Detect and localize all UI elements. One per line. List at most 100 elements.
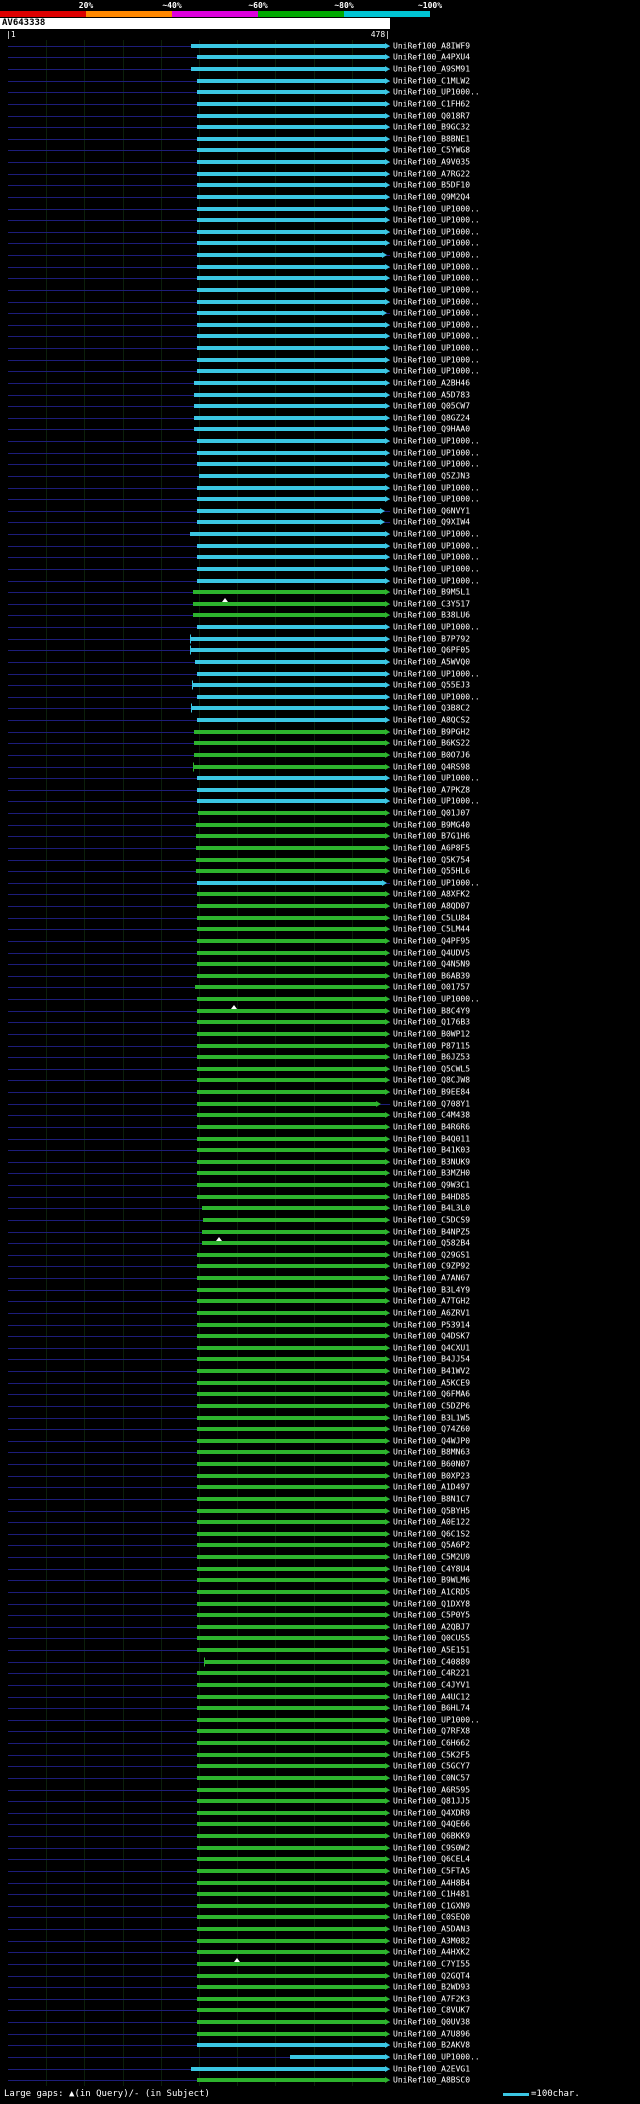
hit-alignment-bar[interactable] bbox=[196, 1147, 391, 1154]
hit-label[interactable]: UniRef100_B2AKV8 bbox=[393, 2040, 471, 2050]
hit-alignment-bar[interactable] bbox=[196, 1077, 391, 1084]
hit-label[interactable]: UniRef100_B8MN63 bbox=[393, 1447, 471, 1457]
hit-alignment-bar[interactable] bbox=[196, 112, 391, 119]
hit-label[interactable]: UniRef100_B4R6R6 bbox=[393, 1122, 471, 1132]
hit-label[interactable]: UniRef100_C3Y517 bbox=[393, 599, 471, 609]
hit-label[interactable]: UniRef100_Q4UDV5 bbox=[393, 948, 471, 958]
hit-label[interactable]: UniRef100_A5D783 bbox=[393, 390, 471, 400]
hit-alignment-bar[interactable] bbox=[196, 193, 391, 200]
hit-alignment-bar[interactable] bbox=[196, 1004, 391, 1014]
hit-alignment-bar[interactable] bbox=[196, 926, 391, 933]
hit-alignment-bar[interactable] bbox=[192, 612, 391, 619]
hit-label[interactable]: UniRef100_C4M438 bbox=[393, 1110, 471, 1120]
hit-label[interactable]: UniRef100_C8VUK7 bbox=[393, 2005, 471, 2015]
hit-label[interactable]: UniRef100_A2QBJ7 bbox=[393, 1622, 471, 1632]
hit-alignment-bar[interactable] bbox=[196, 1926, 391, 1933]
hit-alignment-bar[interactable] bbox=[196, 1600, 391, 1607]
hit-label[interactable]: UniRef100_A1D497 bbox=[393, 1482, 471, 1492]
hit-alignment-bar[interactable] bbox=[196, 1019, 391, 1026]
hit-label[interactable]: UniRef100_Q4CXU1 bbox=[393, 1343, 471, 1353]
hit-label[interactable]: UniRef100_Q6FMA6 bbox=[393, 1389, 471, 1399]
hit-alignment-bar[interactable] bbox=[196, 1123, 391, 1130]
hit-label[interactable]: UniRef100_Q01J07 bbox=[393, 808, 471, 818]
hit-alignment-bar[interactable] bbox=[196, 1774, 391, 1781]
hit-alignment-bar[interactable] bbox=[196, 961, 391, 968]
hit-label[interactable]: UniRef100_Q8GZ24 bbox=[393, 413, 471, 423]
hit-label[interactable]: UniRef100_Q6PF05 bbox=[393, 645, 471, 655]
hit-alignment-bar[interactable] bbox=[196, 670, 391, 677]
hit-label[interactable]: UniRef100_Q6CEL4 bbox=[393, 1854, 471, 1864]
hit-label[interactable]: UniRef100_B6HL74 bbox=[393, 1703, 471, 1713]
hit-label[interactable]: UniRef100_UP1000.. bbox=[393, 285, 480, 295]
hit-label[interactable]: UniRef100_Q5CWL5 bbox=[393, 1064, 471, 1074]
hit-alignment-bar[interactable] bbox=[192, 597, 391, 607]
hit-label[interactable]: UniRef100_B8C4Y9 bbox=[393, 1006, 471, 1016]
hit-alignment-bar[interactable] bbox=[196, 461, 391, 468]
hit-alignment-bar[interactable] bbox=[193, 728, 391, 735]
hit-label[interactable]: UniRef100_UP1000.. bbox=[393, 215, 480, 225]
hit-label[interactable]: UniRef100_Q6BKK9 bbox=[393, 1831, 471, 1841]
hit-label[interactable]: UniRef100_Q582B4 bbox=[393, 1238, 471, 1248]
hit-label[interactable]: UniRef100_UP1000.. bbox=[393, 238, 480, 248]
hit-label[interactable]: UniRef100_UP1000.. bbox=[393, 320, 480, 330]
hit-alignment-bar[interactable] bbox=[196, 1100, 381, 1107]
hit-label[interactable]: UniRef100_A7AN67 bbox=[393, 1273, 471, 1283]
hit-alignment-bar[interactable] bbox=[204, 1657, 391, 1667]
hit-label[interactable]: UniRef100_B3NUK9 bbox=[393, 1157, 471, 1167]
hit-label[interactable]: UniRef100_A4UC12 bbox=[393, 1692, 471, 1702]
hit-label[interactable]: UniRef100_UP1000.. bbox=[393, 483, 480, 493]
hit-label[interactable]: UniRef100_B8BNE1 bbox=[393, 134, 471, 144]
hit-alignment-bar[interactable] bbox=[196, 1588, 391, 1595]
hit-label[interactable]: UniRef100_A9SM91 bbox=[393, 64, 471, 74]
hit-label[interactable]: UniRef100_A7U896 bbox=[393, 2029, 471, 2039]
hit-alignment-bar[interactable] bbox=[196, 1740, 391, 1747]
hit-label[interactable]: UniRef100_A2EVG1 bbox=[393, 2064, 471, 2074]
hit-label[interactable]: UniRef100_B7P792 bbox=[393, 634, 471, 644]
hit-alignment-bar[interactable] bbox=[196, 240, 391, 247]
hit-label[interactable]: UniRef100_Q176B3 bbox=[393, 1017, 471, 1027]
hit-label[interactable]: UniRef100_C5LU84 bbox=[393, 913, 471, 923]
hit-alignment-bar[interactable] bbox=[196, 1368, 391, 1375]
hit-alignment-bar[interactable] bbox=[196, 798, 391, 805]
hit-alignment-bar[interactable] bbox=[196, 1263, 391, 1270]
hit-label[interactable]: UniRef100_A5DAN3 bbox=[393, 1924, 471, 1934]
hit-alignment-bar[interactable] bbox=[196, 1972, 391, 1979]
hit-alignment-bar[interactable] bbox=[196, 1891, 391, 1898]
hit-alignment-bar[interactable] bbox=[192, 762, 391, 772]
hit-alignment-bar[interactable] bbox=[196, 1542, 391, 1549]
hit-alignment-bar[interactable] bbox=[196, 1554, 391, 1561]
hit-alignment-bar[interactable] bbox=[196, 2007, 391, 2014]
hit-alignment-bar[interactable] bbox=[196, 205, 391, 212]
hit-alignment-bar[interactable] bbox=[196, 310, 387, 317]
hit-label[interactable]: UniRef100_UP1000.. bbox=[393, 1715, 480, 1725]
hit-alignment-bar[interactable] bbox=[196, 903, 391, 910]
hit-alignment-bar[interactable] bbox=[201, 1237, 391, 1247]
hit-alignment-bar[interactable] bbox=[196, 89, 391, 96]
hit-alignment-bar[interactable] bbox=[196, 1449, 391, 1456]
hit-label[interactable]: UniRef100_UP1000.. bbox=[393, 436, 480, 446]
hit-alignment-bar[interactable] bbox=[196, 1170, 391, 1177]
hit-label[interactable]: UniRef100_C5GCY7 bbox=[393, 1761, 471, 1771]
hit-label[interactable]: UniRef100_A7TGH2 bbox=[393, 1296, 471, 1306]
hit-alignment-bar[interactable] bbox=[191, 680, 391, 690]
hit-label[interactable]: UniRef100_Q5BYH5 bbox=[393, 1506, 471, 1516]
hit-label[interactable]: UniRef100_C5LM44 bbox=[393, 924, 471, 934]
hit-label[interactable]: UniRef100_Q55HL6 bbox=[393, 866, 471, 876]
hit-label[interactable]: UniRef100_UP1000.. bbox=[393, 994, 480, 1004]
hit-alignment-bar[interactable] bbox=[196, 519, 386, 526]
hit-alignment-bar[interactable] bbox=[196, 1786, 391, 1793]
hit-alignment-bar[interactable] bbox=[196, 100, 391, 107]
hit-label[interactable]: UniRef100_B9MG40 bbox=[393, 820, 471, 830]
hit-alignment-bar[interactable] bbox=[196, 1565, 391, 1572]
hit-alignment-bar[interactable] bbox=[196, 868, 391, 875]
hit-label[interactable]: UniRef100_UP1000.. bbox=[393, 331, 480, 341]
hit-label[interactable]: UniRef100_Q9W3C1 bbox=[393, 1180, 471, 1190]
hit-alignment-bar[interactable] bbox=[196, 1356, 391, 1363]
hit-alignment-bar[interactable] bbox=[196, 1821, 391, 1828]
hit-alignment-bar[interactable] bbox=[196, 449, 391, 456]
hit-alignment-bar[interactable] bbox=[199, 472, 391, 479]
hit-label[interactable]: UniRef100_A7RG22 bbox=[393, 169, 471, 179]
hit-label[interactable]: UniRef100_Q018R7 bbox=[393, 111, 471, 121]
hit-alignment-bar[interactable] bbox=[196, 1054, 391, 1061]
hit-alignment-bar[interactable] bbox=[196, 1798, 391, 1805]
